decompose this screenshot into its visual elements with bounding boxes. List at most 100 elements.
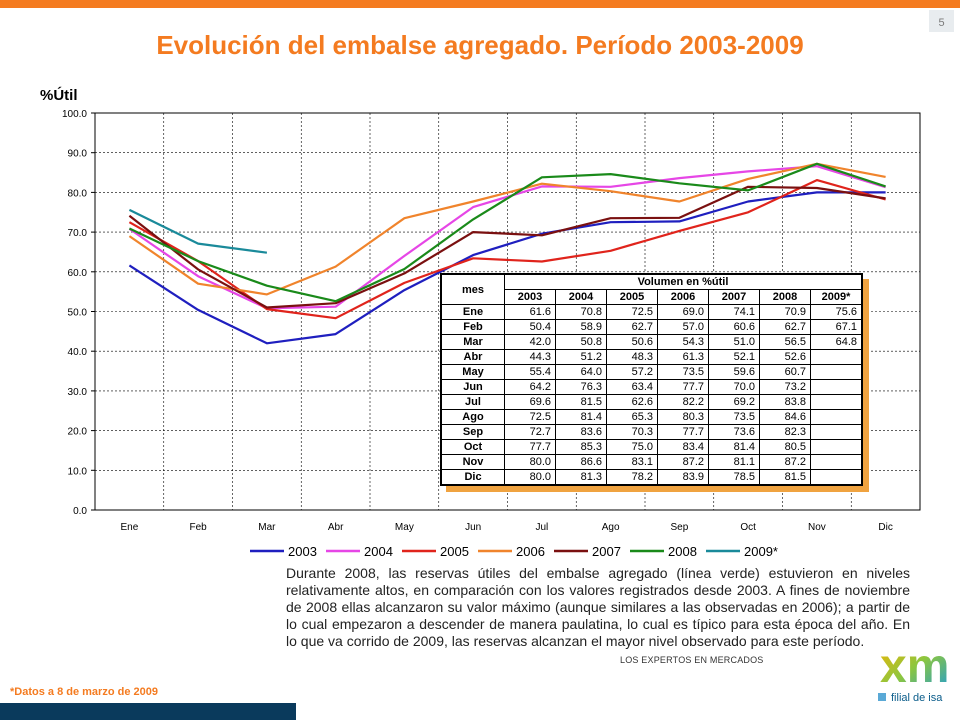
table-value-cell: 62.7 [606, 319, 658, 335]
table-value-cell: 86.6 [555, 454, 607, 470]
table-value-cell: 70.8 [555, 304, 607, 320]
table-value-cell: 69.0 [657, 304, 709, 320]
table-value-cell: 72.7 [504, 424, 556, 440]
x-tick-label: Jul [535, 522, 548, 533]
table-value-cell: 61.6 [504, 304, 556, 320]
table-value-cell [810, 409, 863, 425]
table-value-cell: 87.2 [759, 454, 811, 470]
table-value-cell: 72.5 [504, 409, 556, 425]
x-tick-label: Oct [740, 522, 756, 533]
legend-label: 2009* [744, 544, 778, 559]
table-value-cell: 50.4 [504, 319, 556, 335]
table-value-cell: 73.5 [708, 409, 760, 425]
table-value-cell [810, 469, 863, 486]
table-value-cell: 50.8 [555, 334, 607, 350]
top-accent-bar [0, 0, 960, 8]
page-title: Evolución del embalse agregado. Período … [156, 30, 804, 60]
series-line-2004 [128, 165, 886, 310]
description-text: Durante 2008, las reservas útiles del em… [286, 565, 910, 649]
table-row: Mar 42.0 50.8 50.6 54.3 51.0 56.5 64.8 [440, 334, 863, 350]
table-value-cell: 44.3 [504, 349, 556, 365]
table-value-cell: 59.6 [708, 364, 760, 380]
table-value-cell: 75.6 [810, 304, 863, 320]
table-value-cell: 77.7 [657, 379, 709, 395]
table-value-cell: 74.1 [708, 304, 760, 320]
volume-table: mes Volumen en %útil 2003 2004 2005 2006 2007 2… [440, 273, 863, 486]
x-tick-label: Sep [670, 522, 688, 533]
table-row: Oct 77.7 85.3 75.0 83.4 81.4 80.5 [440, 439, 863, 455]
table-value-cell: 69.2 [708, 394, 760, 410]
table-column-header: 2005 [606, 289, 658, 305]
legend-label: 2008 [668, 544, 697, 559]
table-value-cell: 76.3 [555, 379, 607, 395]
series-line-2009-star [128, 208, 268, 254]
table-value-cell: 81.4 [555, 409, 607, 425]
table-value-cell: 57.2 [606, 364, 658, 380]
table-value-cell: 78.2 [606, 469, 658, 486]
logo-wordmark: xm [880, 640, 949, 692]
table-value-cell: 62.6 [606, 394, 658, 410]
x-tick-label: Abr [328, 522, 344, 533]
table-row: Ago 72.5 81.4 65.3 80.3 73.5 84.6 [440, 409, 863, 425]
table-value-cell: 80.0 [504, 454, 556, 470]
table-value-cell: 83.9 [657, 469, 709, 486]
table-month-cell: Ene [440, 304, 505, 320]
table-value-cell: 51.2 [555, 349, 607, 365]
table-month-cell: Jul [440, 394, 505, 410]
table-month-cell: May [440, 364, 505, 380]
plot-frame [94, 112, 921, 511]
footnote: *Datos a 8 de marzo de 2009 [10, 686, 158, 698]
table-value-cell: 83.1 [606, 454, 658, 470]
table-month-cell: Ago [440, 409, 505, 425]
table-value-cell [810, 364, 863, 380]
table-value-cell: 83.4 [657, 439, 709, 455]
table-row: Ene 61.6 70.8 72.5 69.0 74.1 70.9 75.6 [440, 304, 863, 320]
table-value-cell: 81.4 [708, 439, 760, 455]
table-value-cell: 81.5 [555, 394, 607, 410]
x-tick-label: May [395, 522, 414, 533]
table-value-cell: 82.3 [759, 424, 811, 440]
table-column-header: 2009* [810, 289, 863, 305]
table-value-cell: 81.3 [555, 469, 607, 486]
table-year-row: 2003 2004 2005 2006 2007 2008 2009* [441, 289, 863, 305]
table-value-cell: 77.7 [504, 439, 556, 455]
table-value-cell: 72.5 [606, 304, 658, 320]
table-value-cell: 50.6 [606, 334, 658, 350]
table-value-cell: 70.0 [708, 379, 760, 395]
y-tick-label: 70.0 [68, 228, 88, 239]
table-value-cell: 63.4 [606, 379, 658, 395]
table-value-cell: 83.8 [759, 394, 811, 410]
table-row: Abr 44.3 51.2 48.3 61.3 52.1 52.6 [440, 349, 863, 365]
table-value-cell: 85.3 [555, 439, 607, 455]
x-tick-label: Mar [258, 522, 276, 533]
table-month-cell: Sep [440, 424, 505, 440]
table-value-cell: 73.6 [708, 424, 760, 440]
table-value-cell: 54.3 [657, 334, 709, 350]
table-value-cell: 78.5 [708, 469, 760, 486]
table-value-cell: 57.0 [657, 319, 709, 335]
xm-logo-icon: xm [880, 640, 949, 692]
x-tick-label: Jun [465, 522, 481, 533]
legend-label: 2004 [364, 544, 393, 559]
table-row: Sep 72.7 83.6 70.3 77.7 73.6 82.3 [440, 424, 863, 440]
x-tick-label: Ene [120, 522, 138, 533]
table-value-cell: 67.1 [810, 319, 863, 335]
table-column-header: 2006 [657, 289, 709, 305]
table-value-cell: 77.7 [657, 424, 709, 440]
y-tick-label: 30.0 [68, 387, 88, 398]
page-number: 5 [929, 10, 954, 32]
logo-subtitle: filial de isa [878, 692, 942, 704]
x-tick-label: Ago [602, 522, 620, 533]
y-tick-label: 20.0 [68, 427, 88, 438]
table-value-cell: 51.0 [708, 334, 760, 350]
table-value-cell: 64.0 [555, 364, 607, 380]
table-value-cell: 65.3 [606, 409, 658, 425]
table-value-cell: 87.2 [657, 454, 709, 470]
table-value-cell: 80.3 [657, 409, 709, 425]
table-value-cell: 81.1 [708, 454, 760, 470]
table-value-cell: 64.2 [504, 379, 556, 395]
table-value-cell: 80.5 [759, 439, 811, 455]
series-line-2003 [128, 191, 886, 345]
table-value-cell: 62.7 [759, 319, 811, 335]
table-group-header: Volumen en %útil [504, 273, 863, 290]
